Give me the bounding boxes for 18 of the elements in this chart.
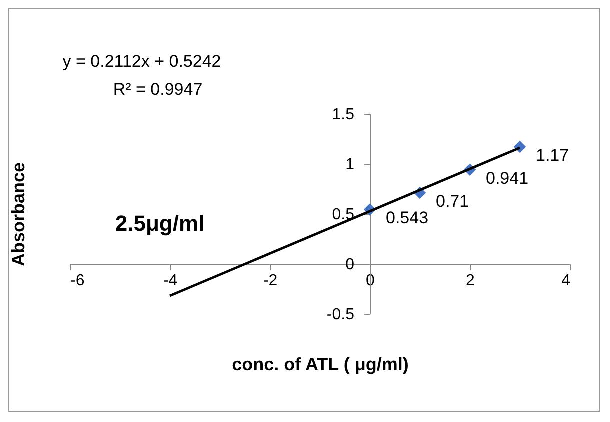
- text: y = 0.2112x + 0.5242: [62, 52, 222, 71]
- data-label: 0.71: [436, 192, 470, 211]
- data-label: 0.543: [386, 208, 429, 228]
- y-axis-title: Absorbance: [8, 162, 28, 267]
- data-label: 0.941: [486, 168, 529, 188]
- y-tick-label: 1: [346, 156, 355, 174]
- x-tick-label: 2: [466, 272, 476, 290]
- y-tick-label: 0: [346, 256, 355, 274]
- y-tick-label: 1.5: [332, 106, 355, 124]
- text: R² = 0.9947: [113, 80, 203, 99]
- x-tick-label: 4: [562, 272, 571, 290]
- y-tick-label: -0.5: [326, 306, 355, 324]
- x-tick-label: -6: [70, 272, 85, 290]
- data-label: 1.17: [536, 146, 570, 165]
- annotation: 2.5μg/ml: [115, 211, 205, 236]
- x-axis-title: conc. of ATL ( μg/ml): [232, 354, 409, 374]
- x-tick-label: -4: [163, 272, 178, 290]
- x-tick-label: -2: [263, 272, 278, 290]
